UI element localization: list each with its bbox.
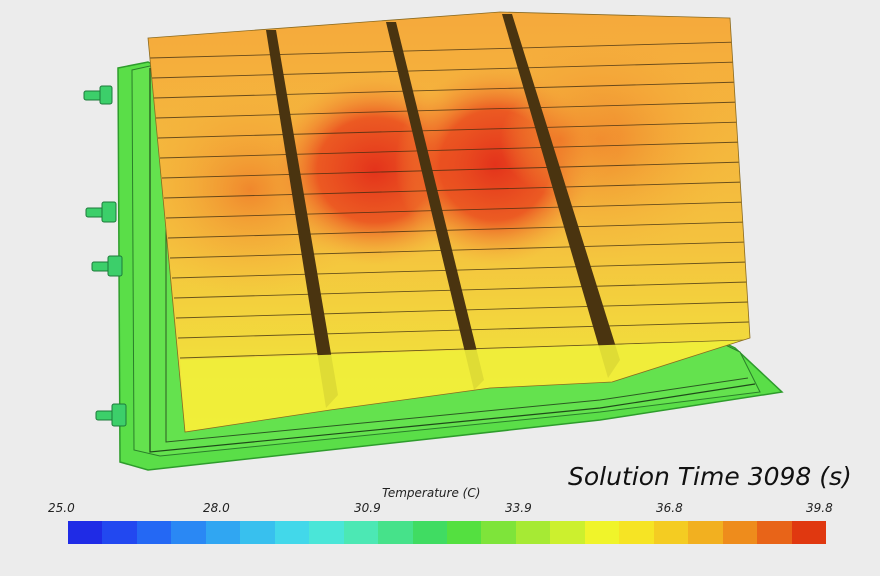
colorbar-segment	[550, 521, 585, 544]
colorbar-tick-label: 28.0	[203, 501, 230, 515]
solution-time-label: Solution Time 3098 (s)	[568, 462, 852, 491]
colorbar-title: Temperature (C)	[382, 486, 481, 500]
colorbar-segment	[171, 521, 206, 544]
colorbar-segment	[343, 521, 379, 544]
colorbar-tick-label: 25.0	[48, 501, 75, 515]
colorbar-segment	[240, 521, 275, 544]
colorbar-segment	[619, 521, 654, 544]
coolant-fittings	[83, 85, 127, 427]
colorbar-segment	[791, 521, 826, 544]
colorbar-segment	[584, 521, 620, 544]
colorbar-segment	[722, 521, 758, 544]
colorbar-segment	[378, 521, 413, 544]
colorbar-segment	[68, 521, 103, 544]
colorbar-segment	[515, 521, 551, 544]
colorbar-segment	[481, 521, 516, 544]
colorbar-tick-label: 39.8	[806, 501, 833, 515]
colorbar-segment	[412, 521, 447, 544]
colorbar-segment	[757, 521, 792, 544]
plate-frame-line	[149, 68, 756, 453]
battery-module	[147, 11, 751, 433]
colorbar-segment	[309, 521, 344, 544]
colorbar-segment	[102, 521, 137, 544]
module-dividers	[266, 14, 620, 408]
colorbar-segment	[446, 521, 482, 544]
colorbar-tick-label: 33.9	[505, 501, 532, 515]
temperature-colorbar	[68, 521, 826, 544]
colorbar-segment	[653, 521, 689, 544]
colorbar-tick-label: 30.9	[354, 501, 381, 515]
colorbar-segment	[136, 521, 172, 544]
colorbar-segment	[274, 521, 310, 544]
colorbar-segment	[205, 521, 241, 544]
colorbar-tick-label: 36.8	[656, 501, 683, 515]
colorbar-segment	[688, 521, 723, 544]
plate-frame-line-2	[165, 68, 749, 443]
